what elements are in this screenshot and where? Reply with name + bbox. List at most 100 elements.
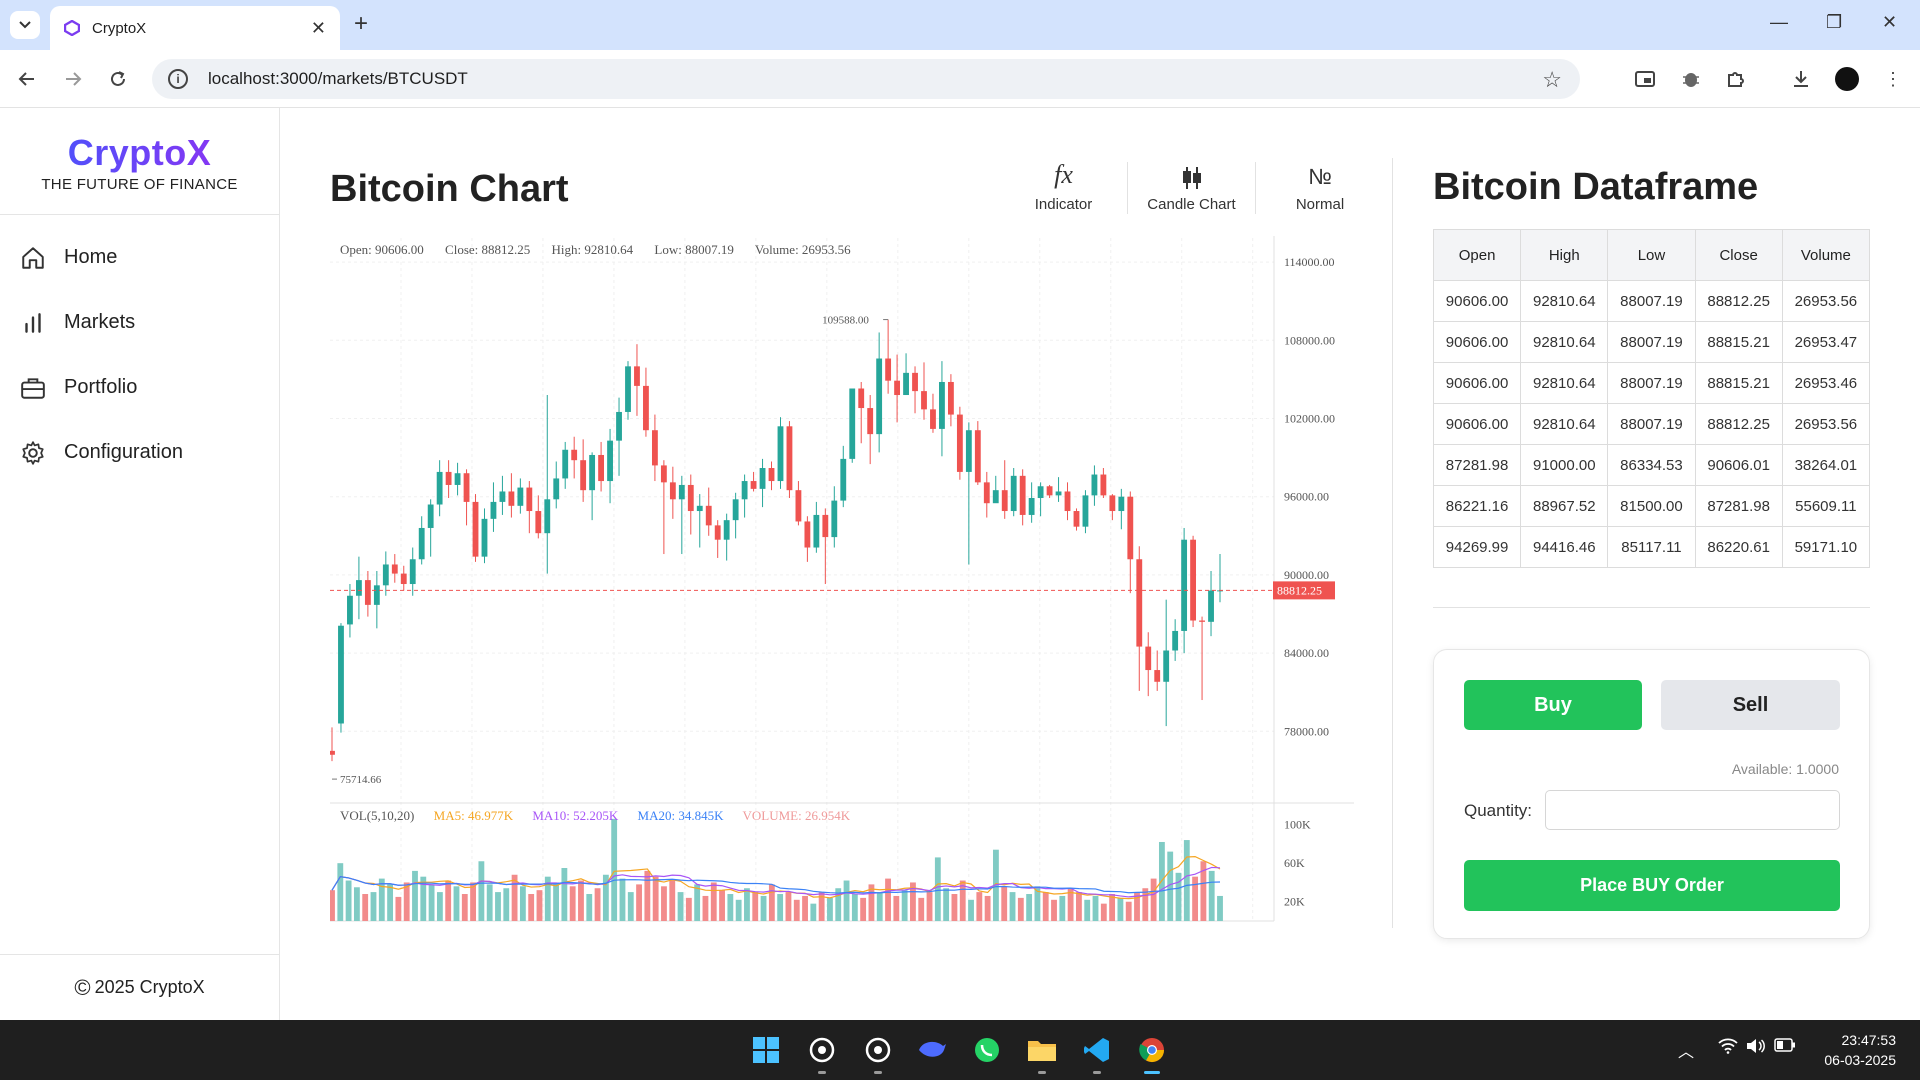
y-tick-label: 84000.00 <box>1284 646 1329 660</box>
restore-icon[interactable]: ❐ <box>1826 12 1843 32</box>
volume-bar <box>818 892 825 921</box>
normal-tool[interactable]: № Normal <box>1256 162 1384 214</box>
volume-bar <box>519 886 526 921</box>
back-icon[interactable] <box>12 64 42 94</box>
volume-bar <box>412 870 418 921</box>
indicator-tool[interactable]: fx Indicator <box>1000 160 1128 214</box>
quantity-input[interactable] <box>1545 790 1840 830</box>
candle-body <box>786 426 793 491</box>
table-cell: 88007.19 <box>1607 321 1696 363</box>
minimize-icon[interactable]: — <box>1770 12 1788 32</box>
chrome-app-icon[interactable] <box>1134 1032 1170 1074</box>
tray-chevron-up-icon[interactable]: ︿ <box>1678 1044 1695 1061</box>
site-info-icon[interactable]: i <box>168 69 188 89</box>
system-clock[interactable]: 23:47:53 06-03-2025 <box>1824 1030 1896 1070</box>
new-tab-icon[interactable]: + <box>354 10 369 37</box>
table-cell: 86334.53 <box>1607 444 1696 486</box>
ma5-line <box>331 856 1221 900</box>
candle-chart-tool[interactable]: Candle Chart <box>1128 162 1256 214</box>
forward-icon[interactable] <box>58 64 88 94</box>
volume-bar <box>934 857 941 921</box>
panel-divider <box>1392 158 1393 928</box>
bug-extension-icon[interactable] <box>1678 66 1704 92</box>
battery-icon[interactable] <box>1774 1038 1796 1057</box>
column-header-high: High <box>1520 229 1609 281</box>
candle-body <box>705 505 712 526</box>
whatsapp-app-icon[interactable] <box>969 1032 1005 1068</box>
volume-bar <box>370 892 377 921</box>
candle-body <box>1073 511 1080 527</box>
tool-label: Candle Chart <box>1147 196 1236 213</box>
tool-label: Normal <box>1295 196 1345 213</box>
bar-chart-icon <box>25 312 41 333</box>
sidebar-item-configuration[interactable]: Configuration <box>0 420 279 485</box>
candlestick-chart-canvas[interactable]: 114000.00 108000.00 102000.00 96000.00 90000… <box>330 236 1354 928</box>
download-icon[interactable] <box>1788 66 1814 92</box>
candle-body <box>338 625 344 724</box>
volume-bar <box>893 895 900 921</box>
tab-close-icon[interactable]: ✕ <box>310 17 326 38</box>
volume-bar <box>1067 888 1074 921</box>
chatgpt-app-2-icon[interactable] <box>860 1032 896 1074</box>
table-cell: 92810.64 <box>1520 403 1609 445</box>
volume-bar <box>619 878 626 921</box>
table-cell: 85117.11 <box>1607 526 1696 568</box>
tab-search-button[interactable] <box>10 11 40 39</box>
reload-icon[interactable] <box>103 64 133 94</box>
candle-body <box>1136 559 1143 647</box>
volume-bar <box>918 897 925 921</box>
candle-body <box>876 358 883 435</box>
address-bar[interactable]: i localhost:3000/markets/BTCUSDT ☆ <box>152 59 1580 99</box>
price-chart[interactable]: 114000.00 108000.00 102000.00 96000.00 90000… <box>330 236 1354 928</box>
picture-in-picture-icon[interactable] <box>1632 66 1658 92</box>
brand-logo[interactable]: CryptoX <box>0 132 279 174</box>
volume-tick-label: 100K <box>1284 818 1311 832</box>
sell-button[interactable]: Sell <box>1661 680 1840 730</box>
profile-avatar[interactable] <box>1834 66 1860 92</box>
window-close-icon[interactable]: ✕ <box>1882 12 1898 32</box>
place-order-button[interactable]: Place BUY Order <box>1464 860 1840 911</box>
candle-body <box>589 454 596 491</box>
windows-start-icon[interactable] <box>748 1032 784 1068</box>
candle-body <box>634 366 640 386</box>
browser-menu-icon[interactable]: ⋮ <box>1884 68 1902 89</box>
sidebar-item-home[interactable]: Home <box>0 225 279 290</box>
browser-tab-active[interactable]: CryptoX ✕ <box>50 6 340 50</box>
candle-body <box>921 391 927 410</box>
table-cell: 26953.46 <box>1781 362 1871 404</box>
chatgpt-app-icon[interactable] <box>804 1032 840 1074</box>
candle-body <box>1100 474 1107 496</box>
volume-bar <box>868 884 875 921</box>
sidebar-item-portfolio[interactable]: Portfolio <box>0 355 279 420</box>
home-icon <box>22 246 44 269</box>
volume-icon[interactable] <box>1746 1038 1766 1059</box>
candle-body <box>696 505 703 512</box>
volume-bar <box>694 884 701 921</box>
volume-bar <box>1084 899 1091 921</box>
volume-bar <box>885 878 891 921</box>
candle-body <box>535 511 542 534</box>
bookmark-star-icon[interactable]: ☆ <box>1542 67 1562 92</box>
wifi-icon[interactable] <box>1718 1038 1738 1059</box>
candle-body <box>1190 539 1197 621</box>
volume-bar <box>486 884 493 921</box>
legend-volume: Volume: 26953.56 <box>754 242 851 257</box>
table-cell: 88007.19 <box>1607 403 1696 445</box>
vscode-app-icon[interactable] <box>1079 1032 1115 1074</box>
volume-bar <box>661 886 667 921</box>
legend-close: Close: 88812.25 <box>445 242 531 257</box>
sidebar-item-markets[interactable]: Markets <box>0 290 279 355</box>
file-explorer-icon[interactable] <box>1024 1032 1060 1074</box>
candle-body <box>1055 491 1062 496</box>
deepseek-app-icon[interactable] <box>914 1032 950 1068</box>
volume-bar <box>910 882 916 921</box>
buy-button[interactable]: Buy <box>1464 680 1642 730</box>
min-price-label: 75714.66 <box>340 774 382 786</box>
table-row: 90606.00 92810.64 88007.19 88815.21 26953.46 <box>1432 362 1871 404</box>
browser-tab-strip: CryptoX ✕ + — ❐ ✕ <box>0 0 1920 50</box>
volume-bar <box>578 880 584 921</box>
candle-body <box>347 595 353 625</box>
extensions-puzzle-icon[interactable] <box>1723 66 1749 92</box>
vol-legend-volume: VOLUME: 26.954K <box>742 808 851 823</box>
volume-bar <box>943 888 950 921</box>
